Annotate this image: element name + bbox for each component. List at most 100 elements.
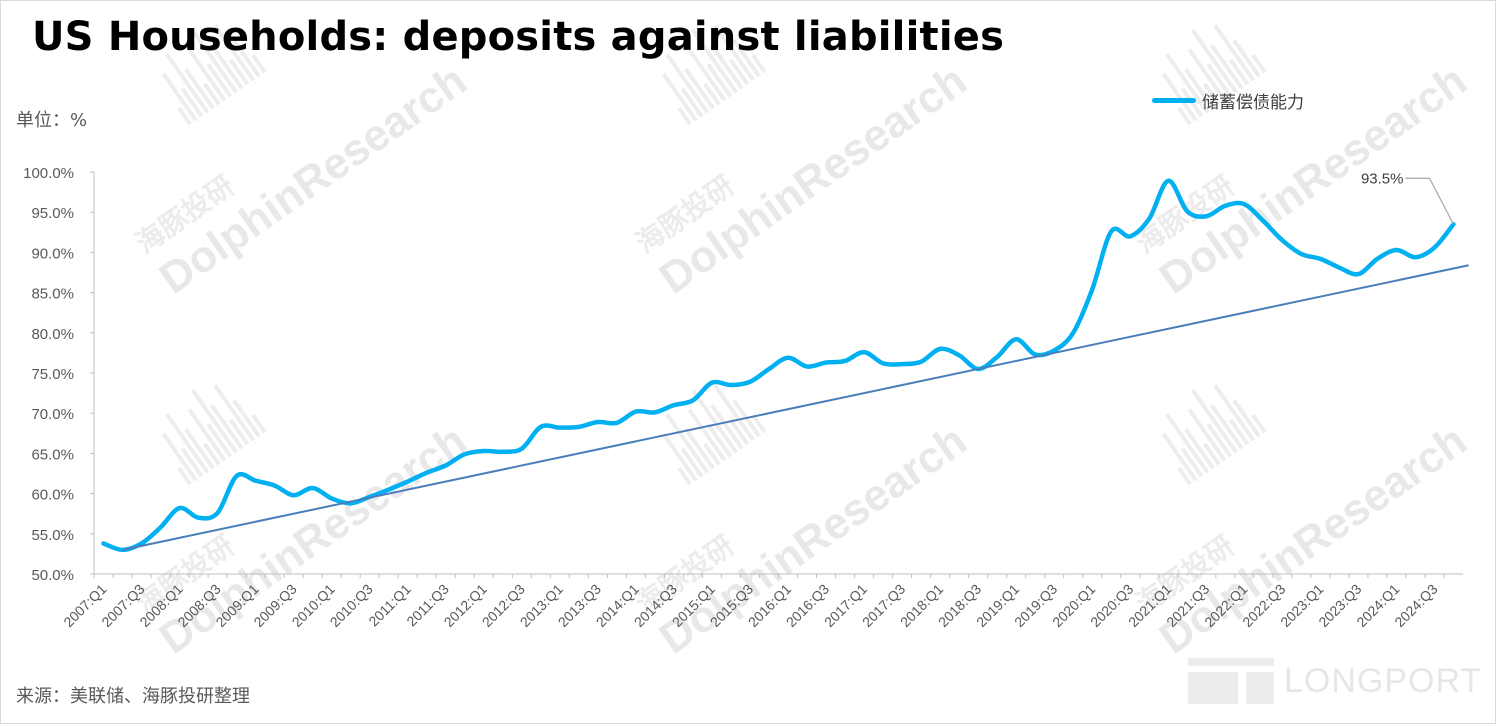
watermark-bar	[165, 53, 210, 114]
watermark-bar	[703, 442, 721, 466]
watermark-bar	[251, 53, 267, 74]
watermark-bar	[680, 447, 704, 478]
watermark-bar	[1161, 72, 1198, 122]
watermark-text-en: DolphinResearch	[151, 56, 476, 304]
watermark-bar	[251, 413, 267, 434]
watermark-bar	[1206, 63, 1233, 98]
chart-series	[101, 178, 1469, 553]
watermark-bar	[706, 423, 733, 458]
watermark-bar	[732, 39, 761, 78]
watermark-bar	[184, 67, 215, 110]
legend-swatch	[1152, 98, 1196, 103]
watermark-bar	[684, 427, 715, 470]
watermark-text-en: DolphinResearch	[651, 416, 976, 664]
y-tick-label: 90.0%	[31, 245, 74, 262]
watermark-bar	[690, 388, 738, 454]
watermark-bar	[177, 466, 192, 486]
watermark-bar	[1165, 413, 1210, 474]
watermark-bar	[665, 413, 710, 474]
watermark-bar	[206, 63, 233, 98]
watermark-bar	[703, 82, 721, 106]
watermark-bar	[1228, 58, 1250, 86]
watermark-bar	[709, 43, 744, 90]
watermark-bar	[213, 384, 256, 442]
watermark-bar	[1209, 43, 1244, 90]
watermark-bar	[190, 28, 238, 94]
y-tick-label: 100.0%	[23, 165, 74, 182]
watermark-bar	[1251, 53, 1267, 74]
annotation-leader	[1405, 177, 1455, 225]
watermark-bar	[751, 413, 767, 434]
y-tick-label: 70.0%	[31, 406, 74, 423]
x-tick-label: 2024:Q3	[1391, 581, 1440, 630]
watermark-bar	[1213, 384, 1256, 442]
watermark-bar	[661, 432, 698, 482]
watermark-bar	[1206, 423, 1233, 458]
watermark-bar	[1190, 388, 1238, 454]
watermark-bar	[684, 67, 715, 110]
y-tick-label: 85.0%	[31, 286, 74, 303]
watermark-bar	[690, 28, 738, 94]
watermark-bar	[1213, 24, 1256, 82]
watermark-bar	[228, 418, 250, 446]
legend: 储蓄偿债能力	[1152, 88, 1304, 113]
watermark-bar	[1187, 48, 1227, 102]
watermark-bar	[190, 388, 238, 454]
watermark-bar	[1228, 418, 1250, 446]
chart-title: US Households: deposits against liabilit…	[32, 14, 1005, 60]
watermark-bar	[1251, 413, 1267, 434]
watermark-bar	[1232, 399, 1261, 438]
watermark-bar	[713, 24, 756, 82]
watermark-bar	[1203, 442, 1221, 466]
longport-logo: LONGPORT	[1188, 658, 1482, 704]
watermark-bar	[677, 466, 692, 486]
legend-label: 储蓄偿债能力	[1202, 93, 1304, 113]
watermark-bar	[213, 24, 256, 82]
watermark-bar	[161, 72, 198, 122]
annotation-label: 93.5%	[1361, 170, 1404, 187]
watermark-bar	[661, 72, 698, 122]
y-tick-label: 50.0%	[31, 567, 74, 584]
source-note: 来源：美联储、海豚投研整理	[16, 686, 250, 707]
watermark-bar	[1209, 403, 1244, 450]
watermark-bar	[1177, 106, 1192, 126]
watermark-bar	[1203, 82, 1221, 106]
watermark-bar	[203, 442, 221, 466]
watermark-text-en: DolphinResearch	[1151, 416, 1476, 664]
y-tick-label: 95.0%	[31, 205, 74, 222]
watermark-bar	[1161, 432, 1198, 482]
watermark-bar	[665, 53, 710, 114]
watermark-bar	[180, 447, 204, 478]
watermark-bar	[687, 408, 727, 462]
watermark-bar	[180, 87, 204, 118]
watermark-bar	[177, 106, 192, 126]
longport-logo-mark	[1188, 658, 1274, 704]
watermark-bar	[1190, 28, 1238, 94]
series-line	[101, 178, 1456, 553]
watermark-text-en: DolphinResearch	[651, 56, 976, 304]
watermark-bar	[1180, 447, 1204, 478]
watermark-bar	[709, 403, 744, 450]
y-tick-label: 55.0%	[31, 527, 74, 544]
watermark-bar	[680, 87, 704, 118]
watermark-bar	[751, 53, 767, 74]
y-tick-label: 75.0%	[31, 366, 74, 383]
watermark-bar	[1184, 427, 1215, 470]
watermark-bar	[203, 82, 221, 106]
watermark-bar	[1187, 408, 1227, 462]
watermark-bar	[228, 58, 250, 86]
watermark-bar	[209, 403, 244, 450]
y-tick-label: 80.0%	[31, 326, 74, 343]
watermark-bar	[677, 106, 692, 126]
watermark-bar	[232, 399, 261, 438]
watermark-bar	[161, 432, 198, 482]
y-tick-label: 65.0%	[31, 446, 74, 463]
watermark-bar	[187, 48, 227, 102]
watermark-bar	[187, 408, 227, 462]
watermark-bar	[706, 63, 733, 98]
watermark-bar	[713, 384, 756, 442]
watermark-bar	[728, 418, 750, 446]
watermark-bar	[1165, 53, 1210, 114]
watermark-bar	[165, 413, 210, 474]
